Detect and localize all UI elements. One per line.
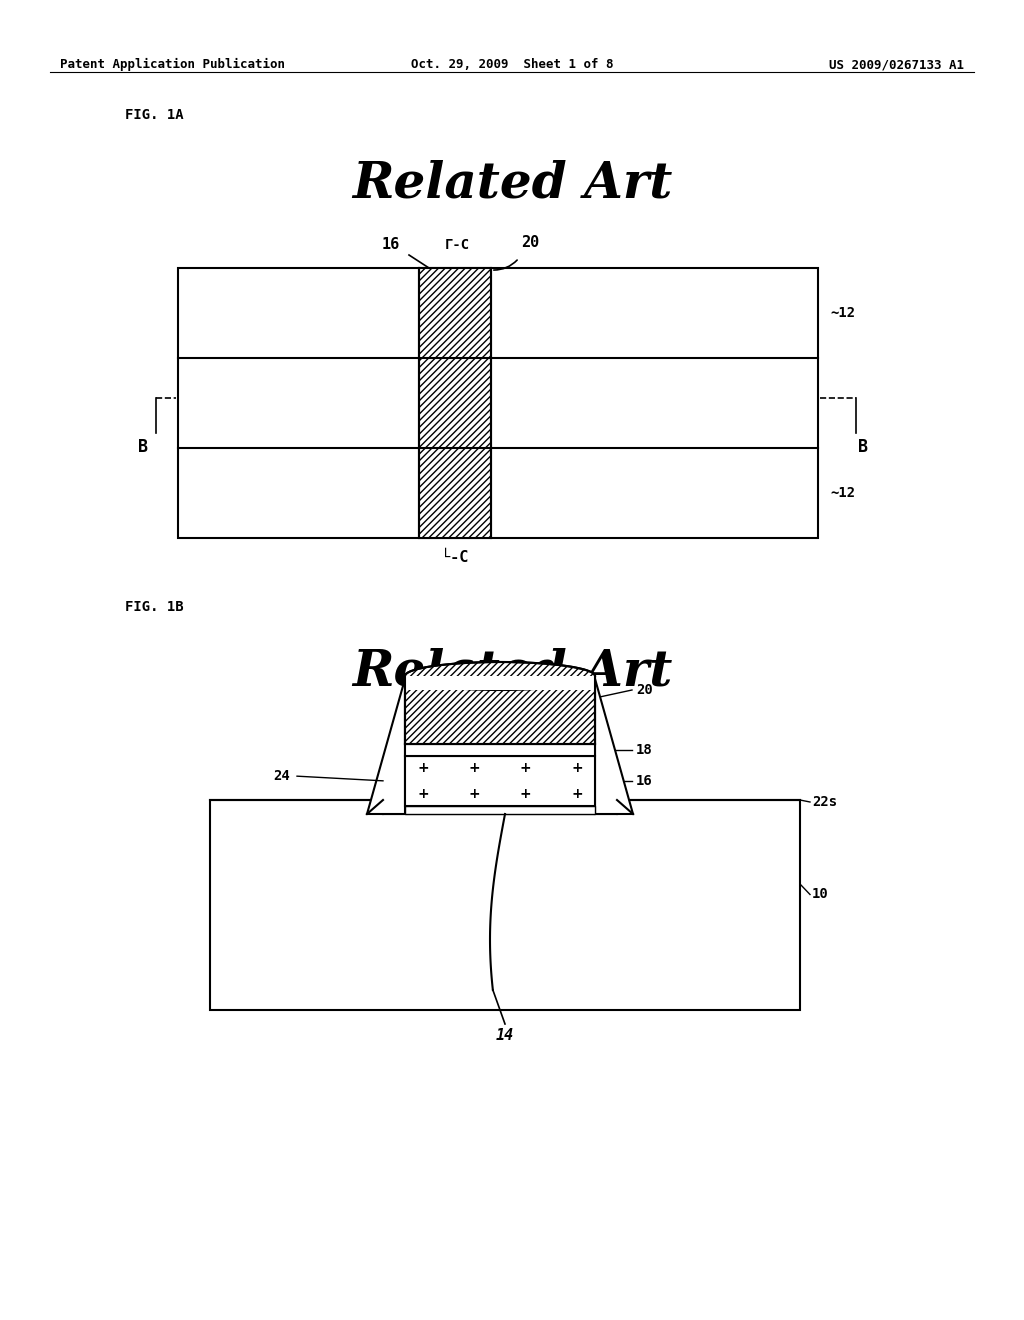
Bar — [406, 676, 595, 744]
Text: Γ-C: Γ-C — [445, 238, 470, 252]
Text: 16: 16 — [382, 238, 400, 252]
Text: +: + — [417, 762, 429, 775]
Text: +: + — [520, 762, 531, 775]
Text: +: + — [417, 787, 429, 801]
Text: 16: 16 — [636, 774, 652, 788]
Text: 14: 14 — [496, 1028, 514, 1043]
Text: 18: 18 — [636, 743, 652, 756]
Text: 22s: 22s — [812, 795, 838, 809]
Text: +: + — [469, 762, 480, 775]
Text: Related Art: Related Art — [352, 648, 672, 697]
Bar — [210, 800, 800, 1010]
Bar — [406, 756, 595, 807]
Text: B: B — [138, 438, 148, 455]
Polygon shape — [367, 678, 406, 814]
Text: 20: 20 — [636, 682, 652, 697]
Text: FIG. 1A: FIG. 1A — [125, 108, 183, 121]
Polygon shape — [595, 678, 633, 814]
Text: +: + — [469, 787, 480, 801]
Text: B: B — [858, 438, 868, 455]
Bar — [406, 744, 595, 756]
Bar — [406, 807, 595, 814]
FancyArrowPatch shape — [297, 776, 383, 781]
Bar — [406, 676, 595, 690]
FancyArrowPatch shape — [494, 260, 517, 271]
Text: Patent Application Publication: Patent Application Publication — [60, 58, 285, 71]
Text: 20: 20 — [521, 235, 540, 249]
Text: FIG. 1B: FIG. 1B — [125, 601, 183, 614]
Text: +: + — [520, 787, 531, 801]
Text: +: + — [571, 787, 583, 801]
Ellipse shape — [406, 663, 595, 690]
Text: +: + — [571, 762, 583, 775]
Bar — [178, 268, 818, 539]
Text: ~12: ~12 — [830, 486, 855, 500]
Bar — [419, 268, 490, 539]
Text: Oct. 29, 2009  Sheet 1 of 8: Oct. 29, 2009 Sheet 1 of 8 — [411, 58, 613, 71]
Text: └-C: └-C — [441, 550, 469, 565]
Text: 10: 10 — [812, 887, 828, 902]
Text: Related Art: Related Art — [352, 160, 672, 209]
Text: US 2009/0267133 A1: US 2009/0267133 A1 — [829, 58, 964, 71]
Text: ~12: ~12 — [830, 306, 855, 319]
Text: 24: 24 — [273, 770, 290, 783]
